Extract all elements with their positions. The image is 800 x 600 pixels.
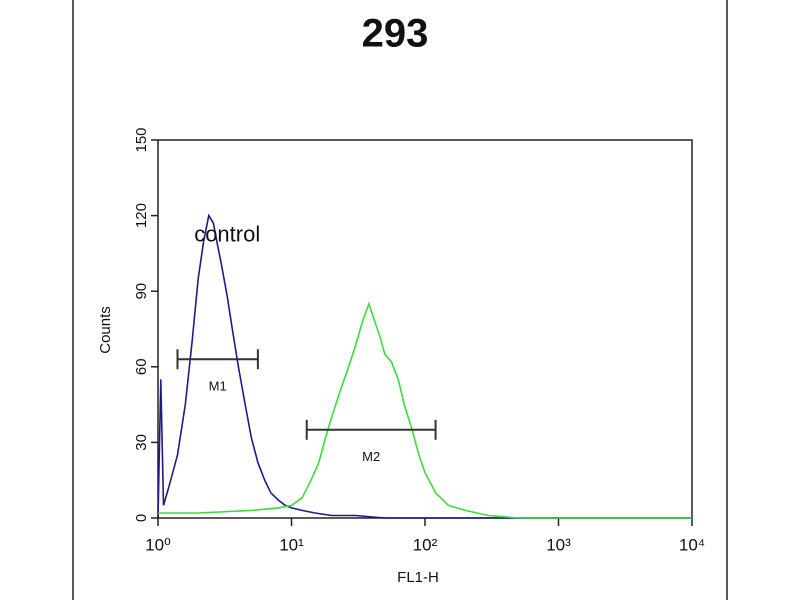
y-tick-label: 150 xyxy=(133,127,150,152)
x-tick-label: 10² xyxy=(413,535,438,554)
y-tick-label: 120 xyxy=(133,203,150,228)
y-tick-label: 90 xyxy=(133,283,150,300)
y-tick-label: 30 xyxy=(133,434,150,451)
marker-label: M2 xyxy=(362,449,380,464)
series-line xyxy=(157,213,692,519)
x-axis-label: FL1-H xyxy=(397,569,439,586)
x-tick-label: 10⁴ xyxy=(679,535,705,554)
marker-label: M1 xyxy=(209,379,227,394)
y-tick-label: 0 xyxy=(133,514,150,522)
annotation: control xyxy=(194,222,260,247)
y-axis-label: Counts xyxy=(97,306,114,354)
series-line xyxy=(158,301,692,519)
x-tick-label: 10⁰ xyxy=(145,535,171,554)
x-tick-label: 10¹ xyxy=(279,535,304,554)
x-tick-label: 10³ xyxy=(546,535,571,554)
chart-title: 293 xyxy=(362,12,429,56)
y-tick-label: 60 xyxy=(133,358,150,375)
